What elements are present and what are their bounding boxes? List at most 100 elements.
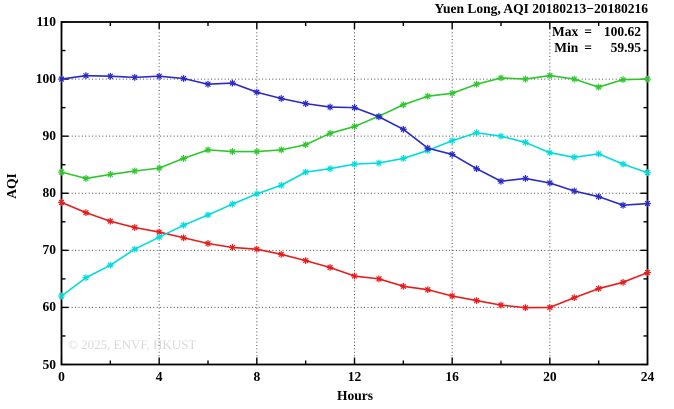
blue-marker (205, 81, 211, 88)
green-marker (205, 147, 211, 153)
cyan-marker (278, 182, 285, 189)
x-tick-label: 4 (155, 369, 163, 384)
min-annotation: Min = 59.95 (552, 40, 641, 56)
x-axis-label: Hours (336, 388, 373, 403)
green-marker (620, 76, 626, 83)
green-marker (58, 169, 65, 175)
cyan-marker (351, 161, 358, 167)
max-annotation: Max = 100.62 (552, 24, 641, 40)
min-label: Min (554, 40, 579, 55)
cyan-marker (156, 234, 162, 241)
green-marker (302, 141, 309, 148)
blue-marker (644, 200, 651, 207)
min-equals: = (584, 40, 592, 55)
y-tick-label: 60 (42, 299, 57, 315)
x-tick-label: 8 (253, 369, 261, 384)
min-value: 59.95 (610, 40, 641, 55)
blue-marker (620, 202, 626, 209)
red-marker (449, 293, 455, 299)
red-marker (473, 297, 480, 304)
red-marker (180, 234, 187, 241)
red-marker (58, 199, 65, 206)
blue-marker (571, 188, 578, 194)
cyan-marker (302, 169, 309, 175)
green-marker (131, 168, 138, 174)
blue-marker (522, 175, 529, 182)
max-label: Max (552, 24, 579, 39)
blue-marker (83, 72, 89, 79)
chart-title: Yuen Long, AQI 20180213−20180216 (434, 1, 648, 16)
x-tick-label: 16 (445, 369, 459, 384)
blue-marker (547, 180, 553, 186)
cyan-marker (83, 274, 89, 281)
red-marker (620, 279, 626, 286)
blue-marker (156, 73, 162, 80)
y-tick-label: 90 (42, 128, 57, 144)
cyan-series-line (61, 131, 648, 297)
red-marker (547, 304, 553, 311)
red-marker (302, 257, 309, 264)
blue-marker (400, 126, 407, 133)
watermark: © 2025, ENVF, HKUST (68, 337, 197, 352)
green-marker (351, 123, 358, 130)
red-marker (278, 251, 285, 258)
cyan-marker (547, 149, 553, 156)
red-marker (107, 218, 114, 225)
green-marker (644, 76, 651, 82)
y-tick-label: 110 (36, 14, 56, 29)
red-marker (254, 246, 260, 253)
cyan-marker (595, 151, 602, 157)
green-marker (522, 76, 529, 82)
red-marker (83, 209, 89, 216)
blue-marker (180, 75, 187, 82)
blue-marker (327, 104, 333, 110)
x-tick-label: 12 (347, 369, 362, 384)
red-marker (595, 285, 602, 292)
blue-marker (131, 74, 138, 81)
green-marker (547, 72, 553, 79)
cyan-marker (58, 293, 65, 299)
cyan-marker (205, 212, 211, 218)
blue-marker (376, 113, 382, 120)
y-tick-label: 80 (42, 185, 57, 201)
green-marker (83, 175, 89, 182)
max-equals: = (584, 24, 592, 39)
blue-marker (302, 100, 309, 107)
y-tick-label: 70 (42, 242, 57, 258)
blue-marker (498, 178, 504, 185)
red-marker (156, 229, 162, 235)
red-marker (351, 273, 358, 279)
cyan-marker (327, 165, 333, 172)
green-marker (180, 155, 187, 162)
cyan-marker (522, 139, 529, 146)
x-tick-label: 0 (58, 369, 65, 384)
green-marker (498, 75, 504, 81)
red-marker (229, 244, 236, 251)
green-marker (449, 90, 455, 97)
cyan-marker (107, 262, 114, 269)
blue-marker (449, 151, 455, 158)
green-marker (107, 171, 114, 178)
red-marker (571, 294, 578, 301)
cyan-marker (180, 222, 187, 229)
blue-marker (595, 193, 602, 200)
y-tick-label: 100 (35, 71, 56, 87)
red-marker (522, 304, 529, 311)
cyan-marker (131, 246, 138, 253)
x-tick-label: 20 (543, 369, 557, 384)
red-marker (644, 269, 651, 276)
red-marker (498, 302, 504, 308)
blue-marker (254, 89, 260, 96)
cyan-marker (229, 201, 236, 207)
red-marker (400, 283, 407, 290)
green-marker (254, 148, 260, 155)
red-marker (424, 286, 431, 293)
x-tick-label: 24 (640, 369, 655, 384)
y-tick-label: 50 (42, 356, 57, 372)
green-marker (571, 76, 578, 82)
cyan-marker (473, 129, 480, 136)
green-marker (327, 130, 333, 137)
green-marker (473, 81, 480, 88)
